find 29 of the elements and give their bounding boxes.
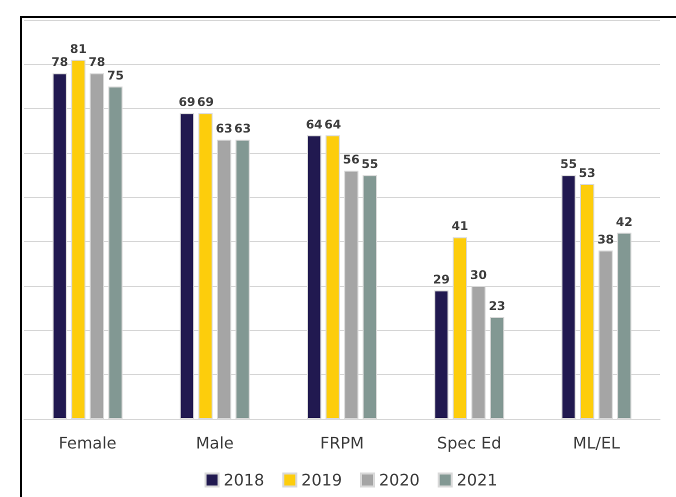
- data-label: 69: [197, 95, 214, 110]
- x-tick-label: FRPM: [320, 434, 364, 452]
- data-label: 42: [616, 214, 633, 229]
- data-label: 53: [578, 166, 596, 180]
- data-label: 81: [70, 42, 87, 56]
- legend-label: 2019: [301, 470, 342, 490]
- data-label: 23: [488, 299, 506, 314]
- legend-label: 2021: [456, 470, 498, 490]
- data-label: 38: [597, 232, 614, 247]
- data-label: 30: [470, 268, 487, 282]
- data-label: 78: [51, 55, 68, 70]
- x-tick-label: ML/EL: [572, 434, 620, 452]
- data-label: 56: [342, 152, 360, 167]
- data-label: 78: [88, 55, 106, 70]
- data-label: 55: [361, 157, 378, 172]
- x-tick-label: Spec Ed: [437, 434, 502, 452]
- data-label: 55: [560, 157, 577, 172]
- data-label: 63: [216, 122, 232, 136]
- data-label: 69: [178, 95, 196, 110]
- data-label: 75: [107, 68, 124, 82]
- data-label: 64: [324, 117, 342, 132]
- data-label: 41: [452, 219, 468, 234]
- x-tick-label: Male: [196, 434, 234, 452]
- data-label: 63: [234, 122, 251, 136]
- legend-label: 2018: [224, 470, 264, 490]
- data-label: 64: [306, 117, 323, 132]
- legend-label: 2020: [379, 470, 420, 490]
- x-tick-label: Female: [58, 434, 117, 452]
- data-label: 29: [433, 272, 450, 286]
